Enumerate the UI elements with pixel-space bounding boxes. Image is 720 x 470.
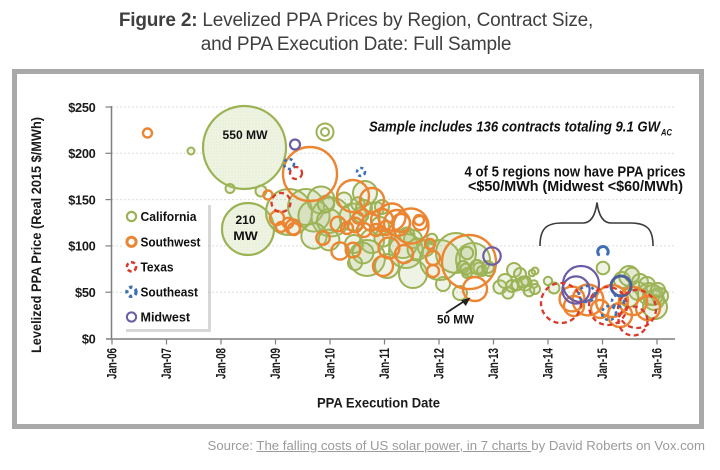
svg-text:$200: $200 bbox=[68, 146, 95, 161]
svg-text:Jan-16: Jan-16 bbox=[650, 348, 665, 379]
svg-text:Jan-15: Jan-15 bbox=[595, 348, 610, 379]
svg-text:Jan-13: Jan-13 bbox=[486, 348, 501, 379]
svg-text:PPA Execution Date: PPA Execution Date bbox=[317, 395, 440, 411]
svg-text:$50: $50 bbox=[75, 285, 96, 300]
svg-text:$100: $100 bbox=[68, 239, 95, 254]
svg-text:Jan-10: Jan-10 bbox=[323, 348, 338, 379]
svg-text:California: California bbox=[141, 210, 198, 224]
svg-text:MW: MW bbox=[233, 229, 258, 243]
svg-text:$250: $250 bbox=[68, 100, 95, 115]
svg-text:Jan-12: Jan-12 bbox=[432, 348, 447, 379]
svg-text:AC: AC bbox=[660, 128, 672, 139]
svg-text:Sample includes 136 contracts: Sample includes 136 contracts totaling 9… bbox=[369, 119, 662, 136]
svg-text:Southeast: Southeast bbox=[141, 285, 199, 299]
svg-text:210: 210 bbox=[236, 213, 256, 227]
svg-text:Jan-08: Jan-08 bbox=[214, 348, 229, 379]
svg-text:Jan-07: Jan-07 bbox=[159, 348, 174, 379]
svg-text:50 MW: 50 MW bbox=[437, 313, 475, 327]
svg-text:Jan-06: Jan-06 bbox=[105, 348, 120, 379]
svg-text:Texas: Texas bbox=[141, 260, 174, 274]
svg-text:$0: $0 bbox=[82, 331, 96, 346]
svg-text:550 MW: 550 MW bbox=[223, 128, 268, 142]
svg-text:Levelized PPA Price (Real 2015: Levelized PPA Price (Real 2015 $/MWh) bbox=[29, 117, 44, 353]
svg-text:<$50/MWh (Midwest <$60/MWh): <$50/MWh (Midwest <$60/MWh) bbox=[468, 178, 683, 195]
svg-text:$150: $150 bbox=[68, 192, 95, 207]
svg-text:Jan-11: Jan-11 bbox=[377, 348, 392, 379]
svg-text:Jan-14: Jan-14 bbox=[541, 348, 556, 379]
svg-text:4 of 5 regions now have PPA pr: 4 of 5 regions now have PPA prices bbox=[465, 164, 686, 181]
svg-text:Southwest: Southwest bbox=[141, 235, 202, 249]
svg-text:Midwest: Midwest bbox=[141, 311, 191, 325]
svg-text:Jan-09: Jan-09 bbox=[268, 348, 283, 379]
